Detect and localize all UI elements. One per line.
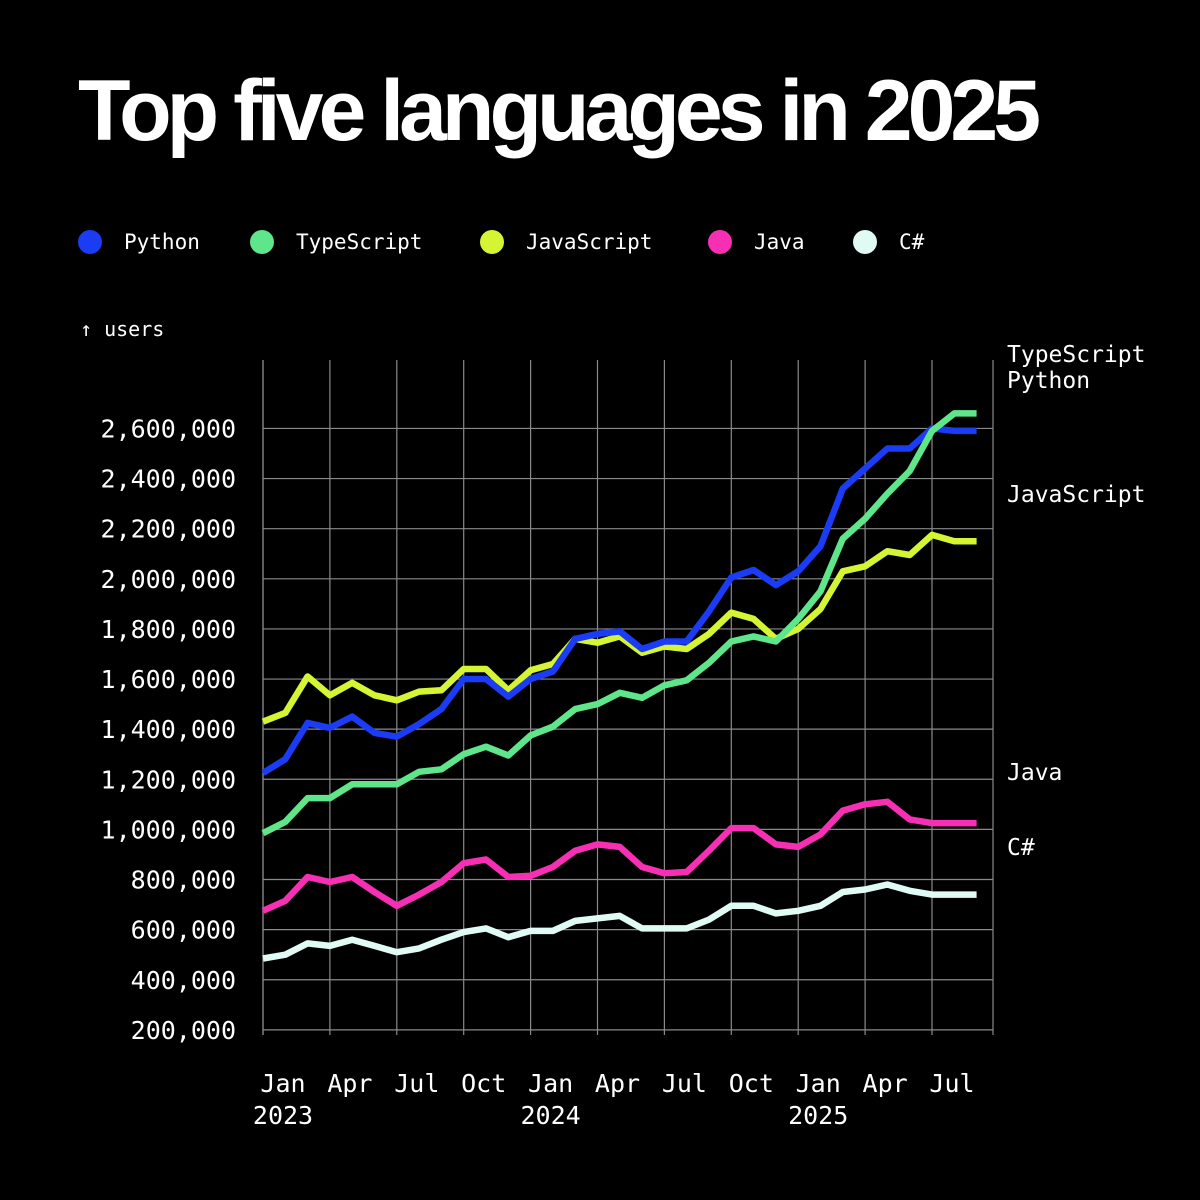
legend-swatch <box>853 230 877 254</box>
x-tick-label: Apr <box>863 1069 908 1098</box>
legend-item-javascript: JavaScript <box>480 230 652 254</box>
y-axis-label: ↑ users <box>80 317 164 341</box>
end-label-csharp: C# <box>1007 835 1035 861</box>
y-tick-label: 400,000 <box>131 966 236 995</box>
legend-item-python: Python <box>78 230 200 254</box>
x-tick-label: Jan <box>796 1069 841 1098</box>
series-line-javascript <box>261 531 977 725</box>
legend-item-typescript: TypeScript <box>250 230 422 254</box>
x-tick-label: Jul <box>394 1069 439 1098</box>
x-axis-ticks: Jan 2023 Apr Jul Oct Jan 2024 Apr Jul Oct Jan 2025 A… <box>253 1069 975 1130</box>
legend-item-java: Java <box>708 230 805 254</box>
y-tick-label: 1,200,000 <box>101 765 236 794</box>
x-tick-label: Oct <box>729 1069 774 1098</box>
x-tick-year: 2024 <box>520 1101 580 1130</box>
legend-label: TypeScript <box>296 230 422 254</box>
y-tick-label: 200,000 <box>131 1016 236 1045</box>
end-label-typescript: TypeScript <box>1007 342 1145 368</box>
legend-item-csharp: C# <box>853 230 925 254</box>
legend-swatch <box>480 230 504 254</box>
y-tick-label: 2,600,000 <box>101 414 236 443</box>
series-line-csharp <box>262 881 977 962</box>
legend-label: Python <box>124 230 200 254</box>
x-tick-label: Jan <box>528 1069 573 1098</box>
x-tick-year: 2023 <box>253 1101 313 1130</box>
end-label-python: Python <box>1007 368 1090 394</box>
legend-swatch <box>78 230 102 254</box>
x-tick-label: Jul <box>662 1069 707 1098</box>
page-title: Top five languages in 2025 <box>78 63 1041 159</box>
y-tick-label: 600,000 <box>131 916 236 945</box>
end-label-javascript: JavaScript <box>1007 482 1145 508</box>
x-tick-label: Apr <box>595 1069 640 1098</box>
x-tick-label: Jul <box>929 1069 974 1098</box>
legend-swatch <box>250 230 274 254</box>
legend-label: Java <box>754 230 805 254</box>
y-tick-label: 1,800,000 <box>101 615 236 644</box>
y-axis-ticks: 200,000 400,000 600,000 800,000 1,000,000 1,2… <box>101 414 236 1044</box>
series-line-typescript <box>261 410 977 837</box>
chart-series <box>261 410 977 962</box>
y-tick-label: 1,600,000 <box>101 665 236 694</box>
y-tick-label: 1,000,000 <box>101 815 236 844</box>
x-tick-label: Jan <box>260 1069 305 1098</box>
y-tick-label: 800,000 <box>131 866 236 895</box>
y-tick-label: 1,400,000 <box>101 715 236 744</box>
chart-legend: Python TypeScript JavaScript Java C# <box>78 230 925 254</box>
legend-label: JavaScript <box>526 230 652 254</box>
end-label-java: Java <box>1007 760 1062 786</box>
series-line-java <box>261 798 977 914</box>
legend-swatch <box>708 230 732 254</box>
legend-label: C# <box>899 230 925 254</box>
x-tick-year: 2025 <box>788 1101 848 1130</box>
x-tick-label: Oct <box>461 1069 506 1098</box>
y-tick-label: 2,200,000 <box>101 515 236 544</box>
y-tick-label: 2,400,000 <box>101 465 236 494</box>
x-tick-label: Apr <box>327 1069 372 1098</box>
series-line-python <box>261 425 977 776</box>
y-tick-label: 2,000,000 <box>101 565 236 594</box>
